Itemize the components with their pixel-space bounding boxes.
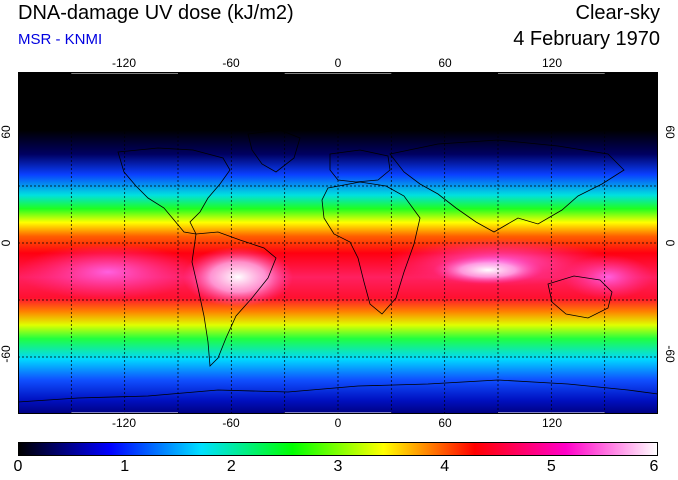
longitude-tick-bottom: -60 bbox=[222, 416, 240, 430]
latitude-tick-right: 60 bbox=[663, 125, 677, 139]
legend-label: 5 bbox=[546, 458, 556, 475]
europe-coast bbox=[329, 149, 391, 183]
legend-label: 1 bbox=[120, 458, 130, 475]
latitude-tick-left: -60 bbox=[0, 345, 13, 363]
south-america-coast bbox=[191, 231, 277, 367]
longitude-tick-top: 120 bbox=[541, 56, 563, 70]
map-subtitle: MSR - KNMI bbox=[18, 31, 103, 48]
longitude-tick-top: -120 bbox=[111, 56, 137, 70]
australia-coast bbox=[547, 275, 613, 319]
asia-coast bbox=[389, 139, 625, 233]
uv-hotspot bbox=[18, 244, 198, 300]
longitude-tick-top: 60 bbox=[438, 56, 452, 70]
legend-label: 0 bbox=[13, 458, 23, 475]
map-title: DNA-damage UV dose (kJ/m2) bbox=[18, 2, 294, 24]
legend-label: 3 bbox=[333, 458, 343, 475]
graticule bbox=[18, 72, 658, 414]
longitude-tick-bottom: 60 bbox=[438, 416, 452, 430]
uv-hotspot bbox=[183, 247, 293, 307]
legend-label: 6 bbox=[649, 458, 659, 475]
uv-dose-map bbox=[18, 72, 658, 414]
sky-condition: Clear-sky bbox=[575, 2, 660, 24]
latitude-tick-left: 60 bbox=[0, 125, 13, 139]
latitude-tick-right: 0 bbox=[663, 239, 677, 247]
legend-label: 4 bbox=[440, 458, 450, 475]
longitude-tick-bottom: -120 bbox=[111, 416, 137, 430]
uv-hotspot bbox=[563, 255, 653, 299]
legend-label: 2 bbox=[226, 458, 236, 475]
north-america-coast bbox=[117, 147, 231, 235]
latitude-tick-right: -60 bbox=[663, 345, 677, 363]
longitude-tick-top: 0 bbox=[334, 56, 342, 70]
latitude-tick-left: 0 bbox=[0, 239, 13, 247]
longitude-tick-bottom: 120 bbox=[541, 416, 563, 430]
map-border bbox=[18, 72, 658, 414]
africa-coast bbox=[321, 181, 421, 315]
longitude-tick-bottom: 0 bbox=[334, 416, 342, 430]
uv-hotspot bbox=[433, 256, 543, 284]
colorbar bbox=[18, 442, 658, 456]
longitude-tick-top: -60 bbox=[222, 56, 240, 70]
map-date: 4 February 1970 bbox=[513, 28, 660, 50]
